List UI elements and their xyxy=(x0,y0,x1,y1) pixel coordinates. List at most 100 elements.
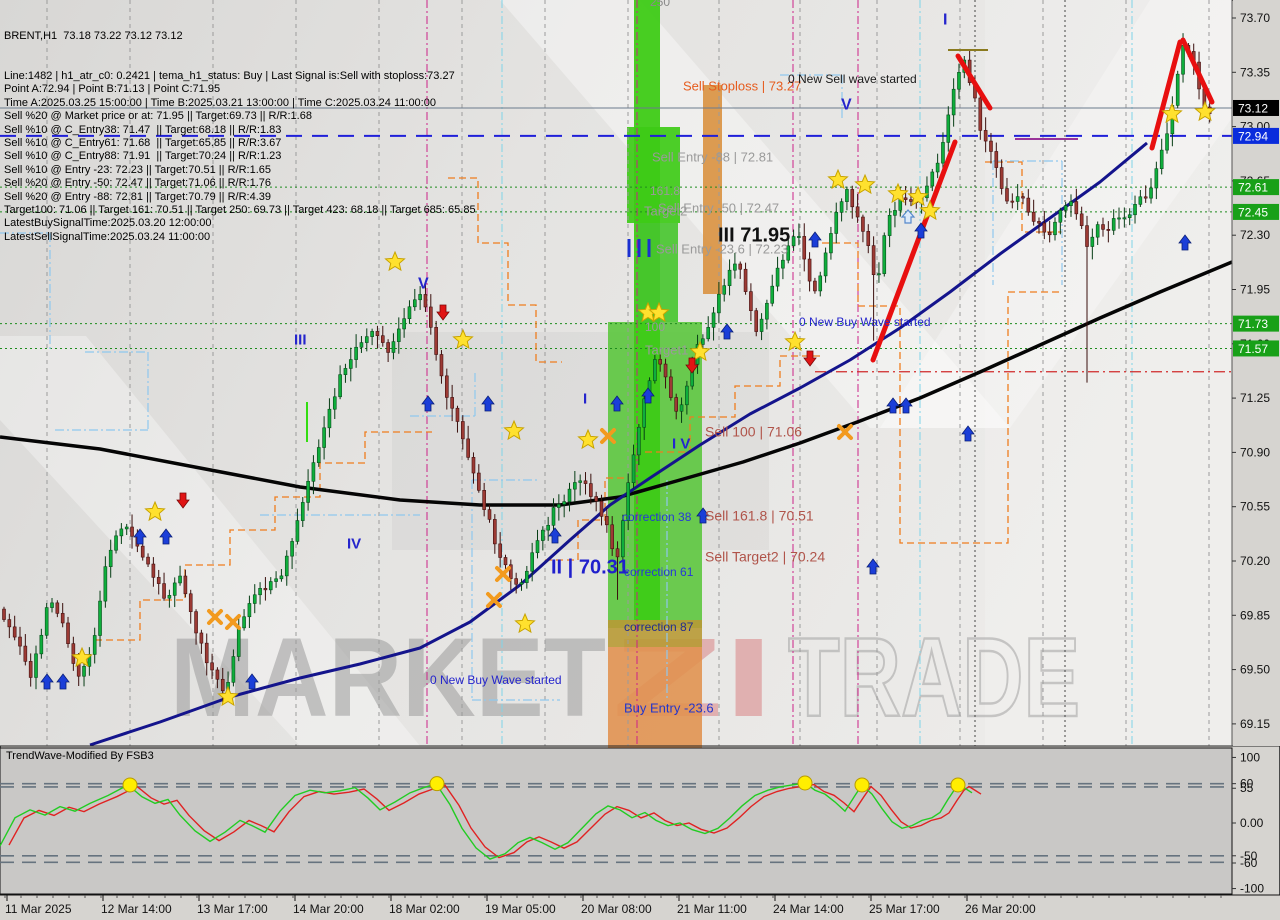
annotation-label: 0 New Buy Wave started xyxy=(430,673,562,687)
buy-arrow-icon xyxy=(40,673,54,690)
time-tick-label: 14 Mar 20:00 xyxy=(293,902,364,916)
price-tick-label: 70.90 xyxy=(1240,445,1270,459)
buy-arrow-icon xyxy=(1178,234,1192,251)
annotation-label: I xyxy=(943,11,947,28)
annotation-label: Target1 xyxy=(645,343,688,358)
buy-arrow-icon xyxy=(914,222,928,239)
buy-arrow-icon xyxy=(421,395,435,412)
buy-arrow-icon xyxy=(899,397,913,414)
buy-arrow-icon xyxy=(133,528,147,545)
indicator-scale-label: -50 xyxy=(1240,849,1258,863)
star-signal-icon xyxy=(1161,102,1183,124)
trendlines xyxy=(870,37,1215,363)
panel-borders xyxy=(0,0,1280,747)
sell-arrow-icon xyxy=(436,304,450,321)
annotation-label: Buy Entry -23.6 xyxy=(624,701,714,716)
price-badge xyxy=(1233,340,1279,357)
buy-arrow-icon xyxy=(245,673,259,690)
candlesticks xyxy=(2,33,1212,703)
zone-rect xyxy=(608,620,702,647)
annotation-label: Target2 xyxy=(644,204,687,219)
annotation-label: 250 xyxy=(650,0,670,9)
buy-arrow-icon xyxy=(866,558,880,575)
trendwave-red-line xyxy=(8,783,982,859)
time-tick-label: 20 Mar 08:00 xyxy=(581,902,652,916)
buy-arrow-icon xyxy=(720,323,734,340)
annotation-label: III xyxy=(294,331,307,348)
annotation-label: V xyxy=(841,96,852,113)
watermark-left: MARKET xyxy=(170,615,606,740)
annotation-label: Sell Entry -23.6 | 72.23 xyxy=(656,242,788,257)
star-signal-icon xyxy=(503,419,525,441)
time-tick-label: 18 Mar 02:00 xyxy=(389,902,460,916)
annotation-label: 0 New Buy Wave started xyxy=(799,315,931,329)
time-tick-label: 26 Mar 20:00 xyxy=(965,902,1036,916)
time-axis[interactable]: 11 Mar 2025 12 Mar 14:00 13 Mar 17:00 14 Ma… xyxy=(0,894,1280,920)
moving-averages xyxy=(0,141,1233,747)
time-tick-label: 19 Mar 05:00 xyxy=(485,902,556,916)
trendwave-signal-dot xyxy=(122,777,138,793)
star-signal-icon xyxy=(907,185,929,207)
star-signal-icon xyxy=(854,173,876,195)
annotation-label: Sell Entry -50 | 72.47 xyxy=(658,201,779,216)
sell-arrow-icon xyxy=(176,492,190,509)
time-tick-label: 21 Mar 11:00 xyxy=(677,902,747,916)
price-badge xyxy=(1233,127,1279,144)
sell-arrow-icon xyxy=(803,350,817,367)
indicator-scale-label: 60 xyxy=(1240,777,1254,791)
annotation-label: II | 70.31 xyxy=(551,557,629,579)
annotation-label: Sell Entry -88 | 72.81 xyxy=(652,150,773,165)
buy-arrow-icon xyxy=(610,395,624,412)
buy-arrow-icon xyxy=(641,387,655,404)
trendwave-signal-dot xyxy=(950,777,966,793)
watermark-right: TRADE xyxy=(788,615,1080,740)
price-axis[interactable]: 73.7073.3573.0072.6572.3071.9571.6071.25… xyxy=(1232,0,1280,746)
signal-markers xyxy=(40,100,1216,707)
hollow-arrow-icon xyxy=(900,209,916,224)
star-signal-icon xyxy=(919,199,941,221)
buy-arrow-icon xyxy=(56,673,70,690)
price-badge-label: 72.94 xyxy=(1238,129,1268,143)
annotation-label: Sell Target2 | 70.24 xyxy=(705,548,825,564)
time-tick-label: 25 Mar 17:00 xyxy=(869,902,940,916)
star-signal-icon xyxy=(452,328,474,350)
price-badge xyxy=(1233,203,1279,220)
price-tick-label: 73.35 xyxy=(1240,65,1270,79)
buy-arrow-icon xyxy=(886,397,900,414)
buy-arrow-icon xyxy=(548,527,562,544)
trendwave-signal-dot xyxy=(429,776,445,792)
price-badge xyxy=(1233,99,1279,116)
star-signal-icon xyxy=(827,168,849,190)
price-tick-label: 69.15 xyxy=(1240,717,1270,731)
annotation-label: correction 87 xyxy=(624,620,694,634)
buy-arrow-icon xyxy=(696,507,710,524)
star-signal-icon xyxy=(689,340,711,362)
price-tick-label: 72.30 xyxy=(1240,228,1270,242)
buy-arrow-icon xyxy=(961,425,975,442)
annotation-label: I V xyxy=(672,435,690,452)
annotation-label: Sell 100 | 71.06 xyxy=(705,423,802,439)
star-signal-icon xyxy=(71,646,93,668)
star-signal-icon xyxy=(648,301,670,323)
star-signal-icon xyxy=(217,685,239,707)
chart-annotations: 250 Sell Stoploss | 73.270 New Sell wave … xyxy=(294,0,947,716)
star-signal-icon xyxy=(1194,100,1216,122)
time-tick-label: 12 Mar 14:00 xyxy=(101,902,172,916)
star-signal-icon xyxy=(887,182,909,204)
indicator-scale-label: 55 xyxy=(1240,781,1254,795)
price-tick-label: 71.95 xyxy=(1240,282,1270,296)
price-tick-label: 71.25 xyxy=(1240,391,1270,405)
indicator-scale-label: -100 xyxy=(1240,882,1264,896)
price-badge-label: 73.12 xyxy=(1238,101,1268,115)
annotation-label: Sell Stoploss | 73.27 xyxy=(683,79,801,94)
time-tick-label: 11 Mar 2025 xyxy=(5,902,72,916)
sell-arrow-icon xyxy=(685,357,699,374)
annotation-label: correction 38 xyxy=(622,510,692,524)
annotation-label: 161.8 xyxy=(650,184,680,198)
indicator-scale-label: 0.00 xyxy=(1240,816,1264,830)
time-tick-label: 13 Mar 17:00 xyxy=(197,902,268,916)
trendwave-signal-dot xyxy=(854,777,870,793)
